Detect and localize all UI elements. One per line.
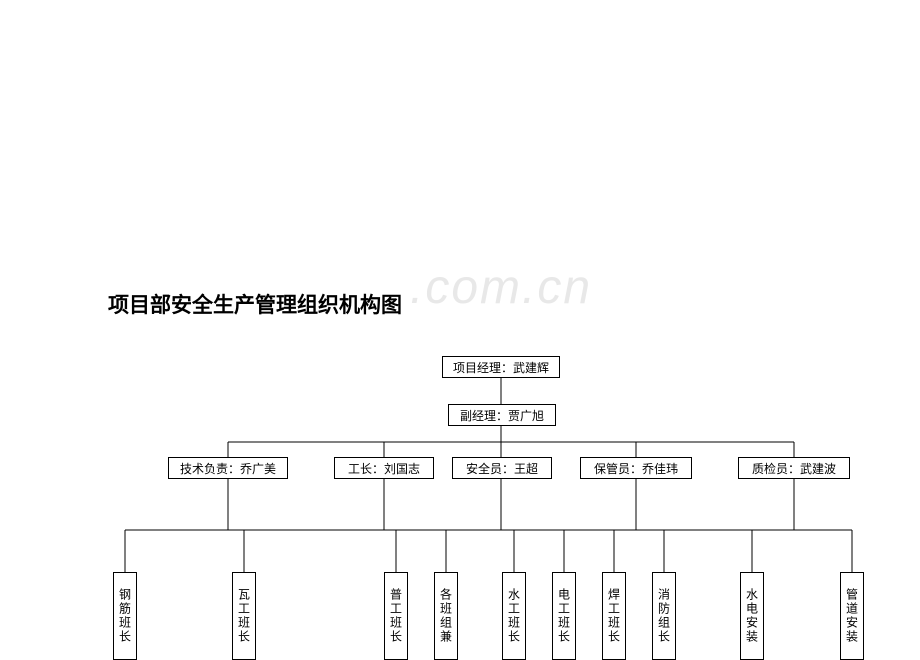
node-level3-3: 保管员：乔佳玮 xyxy=(580,457,692,479)
node-level4-1: 瓦工班长 xyxy=(232,572,256,660)
node-level4-8: 水电安装 xyxy=(740,572,764,660)
node-level3-0: 技术负责：乔广美 xyxy=(168,457,288,479)
node-level3-2: 安全员：王超 xyxy=(452,457,552,479)
node-project-manager: 项目经理：武建辉 xyxy=(442,356,560,378)
node-level3-4: 质检员：武建波 xyxy=(738,457,850,479)
node-level4-0: 钢筋班长 xyxy=(113,572,137,660)
node-level4-6: 焊工班长 xyxy=(602,572,626,660)
node-level4-3: 各班组兼 xyxy=(434,572,458,660)
node-level4-7: 消防组长 xyxy=(652,572,676,660)
node-level3-1: 工长：刘国志 xyxy=(334,457,434,479)
org-chart: 项目经理：武建辉副经理：贾广旭技术负责：乔广美 工长：刘国志安全员：王超 保管员：乔… xyxy=(0,350,920,660)
node-level4-9: 管道安装 xyxy=(840,572,864,660)
chart-title: 项目部安全生产管理组织机构图 xyxy=(108,289,402,319)
node-level4-5: 电工班长 xyxy=(552,572,576,660)
chart-connectors xyxy=(0,350,920,660)
node-deputy-manager: 副经理：贾广旭 xyxy=(448,404,556,426)
node-level4-4: 水工班长 xyxy=(502,572,526,660)
watermark-text: .com.cn xyxy=(410,260,592,315)
node-level4-2: 普工班长 xyxy=(384,572,408,660)
